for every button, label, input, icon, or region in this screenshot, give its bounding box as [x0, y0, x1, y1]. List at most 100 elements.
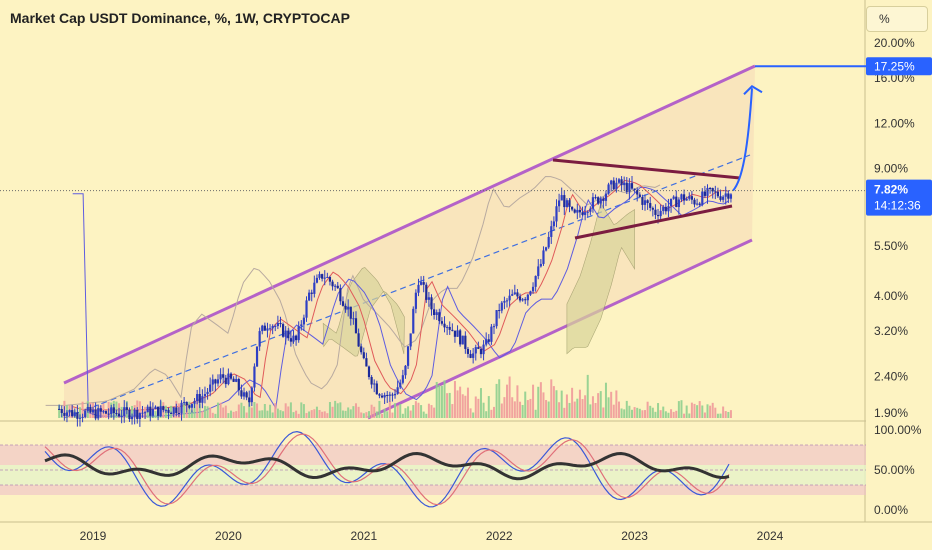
candle-body	[279, 322, 282, 325]
candle-body	[534, 276, 537, 287]
price-tick-label: 3.20%	[874, 324, 908, 338]
volume-bar	[318, 410, 321, 418]
channel-lower-line[interactable]	[367, 238, 753, 420]
candle-body	[518, 296, 522, 301]
volume-bar	[638, 408, 641, 418]
volume-bar	[560, 390, 563, 418]
candle-body	[263, 325, 266, 331]
stochastic-rsi-pane[interactable]: 100.00% 50.00% 0.00%	[0, 423, 922, 517]
volume-bar	[295, 410, 298, 418]
candle-body	[485, 339, 488, 345]
volume-bar	[269, 404, 272, 418]
volume-bar	[435, 381, 438, 418]
candle-body	[58, 408, 61, 410]
volume-bar	[464, 395, 467, 418]
candle-body	[378, 394, 381, 396]
candle-body	[274, 326, 277, 328]
oscillator-axis: 100.00% 50.00% 0.00%	[874, 423, 922, 517]
volume-bar	[597, 393, 600, 418]
price-tick-label: 2.40%	[874, 369, 908, 383]
price-candles[interactable]	[58, 175, 733, 427]
volume-bar	[313, 409, 316, 418]
volume-bar	[276, 408, 279, 418]
volume-bar	[563, 407, 566, 418]
time-tick-label: 2023	[621, 529, 648, 543]
candle-body	[336, 285, 339, 289]
volume-bar	[81, 401, 84, 418]
candle-body	[196, 394, 199, 401]
volume-bar	[201, 410, 204, 418]
volume-bar	[487, 396, 490, 418]
candle-body	[466, 348, 470, 354]
candle-body	[487, 339, 490, 342]
candle-body	[349, 306, 352, 319]
volume-bar	[591, 396, 594, 418]
candle-body	[86, 407, 89, 411]
candle-body	[571, 206, 574, 210]
volume-bar	[649, 405, 652, 418]
volume-bar	[683, 413, 686, 418]
volume-bar	[258, 410, 261, 418]
volume-bar	[706, 404, 709, 418]
candle-body	[591, 197, 595, 209]
candle-body	[162, 406, 165, 411]
candle-body	[709, 187, 712, 189]
volume-bar	[422, 411, 425, 418]
candle-body	[146, 406, 149, 413]
candle-body	[229, 373, 233, 379]
volume-bar	[659, 410, 662, 418]
volume-bar	[688, 413, 691, 418]
candle-body	[412, 308, 415, 334]
volume-bar	[224, 405, 227, 418]
triangle-lower-line[interactable]	[574, 204, 733, 240]
volume-bar	[667, 412, 670, 418]
triangle-upper-line[interactable]	[552, 158, 741, 180]
candle-body	[584, 212, 587, 215]
oversold-zone	[0, 485, 866, 495]
candle-body	[130, 416, 134, 420]
volume-bar	[302, 404, 305, 418]
candle-body	[716, 191, 720, 197]
candle-body	[292, 335, 295, 342]
candle-body	[417, 284, 420, 293]
volume-bar	[196, 400, 199, 418]
volume-bar	[105, 413, 108, 418]
projection-breakout-path[interactable]	[732, 88, 753, 192]
volume-bar	[604, 382, 607, 418]
candle-body	[589, 208, 592, 212]
time-axis[interactable]: 2019 2020 2021 2022 2023 2024	[80, 529, 784, 543]
candle-body	[419, 282, 423, 285]
volume-bar	[521, 404, 524, 418]
candle-body	[255, 346, 259, 367]
volume-bar	[188, 401, 191, 418]
volume-bar	[328, 402, 331, 418]
candle-body	[620, 179, 623, 186]
candle-body	[360, 346, 363, 353]
price-tick-label: 5.50%	[874, 239, 908, 253]
volume-bar	[670, 409, 673, 418]
candle-body	[232, 378, 235, 382]
channel-median-line[interactable]	[63, 154, 751, 419]
candle-body	[347, 306, 350, 310]
volume-bar	[232, 411, 235, 418]
target-price-text: 17.25%	[874, 59, 915, 73]
volume-bar	[341, 410, 344, 418]
volume-bar	[714, 407, 717, 418]
volume-bar	[571, 387, 574, 418]
volume-bar	[539, 382, 542, 418]
volume-bar	[256, 403, 259, 418]
volume-bar	[227, 413, 230, 418]
volume-bar	[474, 396, 477, 418]
candle-body	[430, 297, 433, 310]
volume-bar	[542, 392, 545, 418]
volume-bar	[581, 399, 584, 418]
unit-selector-button[interactable]: %	[866, 6, 928, 32]
volume-bar	[594, 402, 597, 418]
candle-body	[651, 207, 654, 210]
volume-bar	[349, 409, 352, 418]
channel-upper-line[interactable]	[63, 64, 756, 385]
price-axis[interactable]: 20.00%16.00%12.00%9.00%5.50%4.00%3.20%2.…	[874, 36, 915, 420]
volume-bar	[672, 411, 675, 418]
candle-body	[586, 211, 589, 213]
